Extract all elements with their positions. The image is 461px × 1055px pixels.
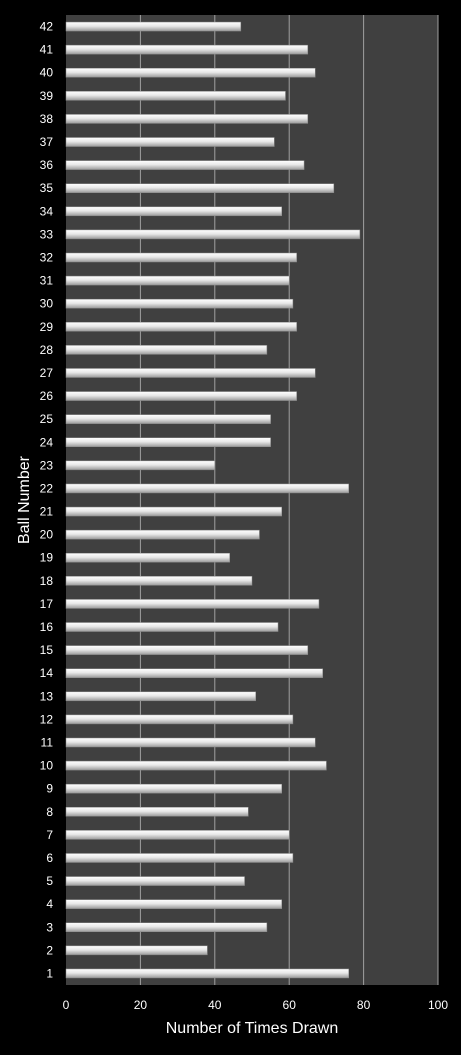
y-tick-label-31: 31 [40, 274, 54, 288]
x-tick-label-0: 0 [63, 998, 70, 1012]
y-tick-label-27: 27 [40, 366, 54, 380]
y-tick-label-26: 26 [40, 389, 54, 403]
y-tick-label-7: 7 [46, 828, 53, 842]
bar-ball-26 [65, 391, 297, 401]
x-tick-label-60: 60 [283, 998, 297, 1012]
y-tick-label-36: 36 [40, 158, 54, 172]
y-tick-label-2: 2 [46, 943, 53, 957]
x-axis-title: Number of Times Drawn [166, 1020, 339, 1037]
y-tick-label-24: 24 [40, 435, 54, 449]
bar-ball-19 [65, 552, 230, 563]
bar-ball-11 [65, 737, 316, 748]
bar-ball-23 [65, 460, 216, 471]
y-tick-label-3: 3 [46, 920, 53, 934]
y-tick-label-12: 12 [40, 712, 54, 726]
plot-area [66, 15, 438, 985]
bar-ball-39 [65, 91, 286, 101]
y-tick-label-32: 32 [40, 251, 54, 265]
bar-ball-18 [65, 576, 253, 586]
y-tick-label-21: 21 [40, 505, 54, 519]
bar-ball-13 [65, 691, 256, 702]
bars [65, 21, 361, 979]
y-tick-label-4: 4 [46, 897, 53, 911]
bar-ball-41 [65, 44, 309, 55]
y-tick-label-14: 14 [40, 666, 54, 680]
y-tick-label-20: 20 [40, 528, 54, 542]
y-tick-label-18: 18 [40, 574, 54, 588]
bar-ball-37 [65, 137, 275, 147]
y-tick-label-39: 39 [40, 89, 54, 103]
y-tick-label-28: 28 [40, 343, 54, 357]
y-tick-label-10: 10 [40, 759, 54, 773]
bar-ball-15 [65, 645, 309, 655]
y-tick-label-42: 42 [40, 20, 54, 34]
bar-ball-28 [65, 345, 268, 355]
x-tick-label-100: 100 [428, 998, 448, 1012]
bar-ball-2 [65, 945, 208, 956]
x-tick-label-80: 80 [357, 998, 371, 1012]
y-tick-label-8: 8 [46, 805, 53, 819]
bar-ball-17 [65, 599, 320, 609]
y-tick-label-15: 15 [40, 643, 54, 657]
bar-ball-22 [65, 483, 349, 494]
bar-ball-34 [65, 206, 283, 217]
y-tick-label-34: 34 [40, 204, 54, 218]
bar-ball-14 [65, 668, 323, 678]
bar-ball-3 [65, 922, 268, 933]
y-tick-label-19: 19 [40, 551, 54, 565]
bar-ball-31 [65, 275, 290, 286]
bar-ball-32 [65, 252, 297, 263]
y-tick-label-9: 9 [46, 782, 53, 796]
y-tick-label-22: 22 [40, 481, 54, 495]
bar-ball-5 [65, 876, 245, 886]
bar-ball-36 [65, 160, 305, 170]
bar-ball-38 [65, 114, 309, 124]
bar-ball-1 [65, 968, 349, 979]
y-tick-label-16: 16 [40, 620, 54, 634]
bar-ball-30 [65, 298, 294, 309]
x-tick-label-40: 40 [208, 998, 222, 1012]
bar-ball-20 [65, 529, 260, 540]
bar-ball-7 [65, 830, 290, 840]
y-tick-label-5: 5 [46, 874, 53, 888]
y-axis-title: Ball Number [16, 455, 33, 544]
bar-ball-27 [65, 368, 316, 378]
y-tick-label-30: 30 [40, 297, 54, 311]
bar-ball-25 [65, 414, 271, 424]
y-tick-label-1: 1 [46, 966, 53, 980]
bar-ball-16 [65, 622, 279, 632]
y-tick-label-40: 40 [40, 66, 54, 80]
bar-ball-35 [65, 183, 335, 193]
x-axis-tick-labels: 0 20 40 60 80 100 [63, 998, 449, 1012]
y-tick-label-25: 25 [40, 412, 54, 426]
y-tick-label-6: 6 [46, 851, 53, 865]
y-axis-tick-labels: 1234567891011121314151617181920212223242… [40, 20, 54, 981]
bar-ball-21 [65, 506, 283, 517]
bar-ball-4 [65, 899, 283, 909]
y-tick-label-29: 29 [40, 320, 54, 334]
y-tick-label-11: 11 [41, 736, 54, 750]
y-tick-label-35: 35 [40, 181, 54, 195]
bar-ball-33 [65, 229, 361, 240]
y-tick-label-41: 41 [40, 43, 54, 57]
y-tick-label-33: 33 [40, 227, 54, 241]
y-tick-label-13: 13 [40, 689, 54, 703]
bar-ball-10 [65, 760, 327, 771]
y-tick-label-17: 17 [40, 597, 54, 611]
y-tick-label-23: 23 [40, 458, 54, 472]
bar-ball-6 [65, 853, 294, 863]
bar-ball-12 [65, 714, 294, 725]
bar-ball-29 [65, 322, 297, 332]
bar-ball-42 [65, 21, 242, 32]
gridlines [139, 15, 439, 985]
y-tick-label-38: 38 [40, 112, 54, 126]
x-tick-label-20: 20 [134, 998, 148, 1012]
bar-ball-24 [65, 437, 271, 448]
bar-ball-40 [65, 67, 316, 78]
bar-ball-8 [65, 807, 249, 817]
bar-ball-9 [65, 783, 283, 794]
y-tick-label-37: 37 [40, 135, 54, 149]
